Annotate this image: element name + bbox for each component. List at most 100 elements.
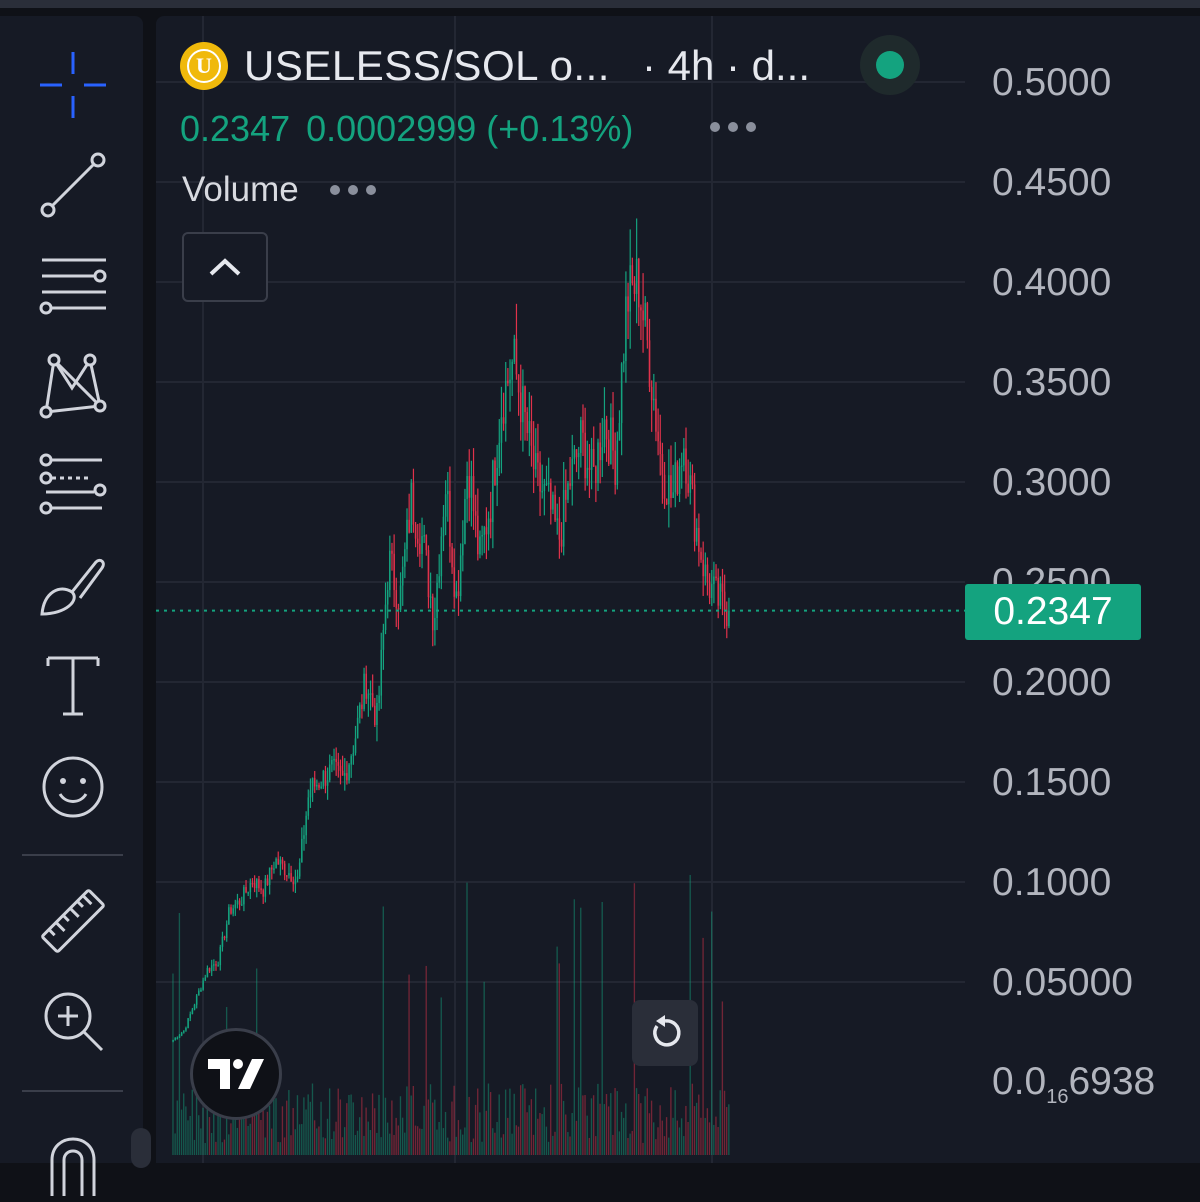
candle-body — [661, 454, 664, 475]
candle-body — [616, 440, 619, 485]
volume-bar — [500, 1137, 503, 1155]
candle-body — [391, 550, 393, 554]
volume-bar — [431, 1102, 434, 1155]
candle-body — [464, 498, 466, 544]
volume-bar — [672, 1117, 674, 1155]
candle-body — [440, 536, 443, 577]
volume-bar — [625, 1103, 627, 1155]
candle-body — [228, 907, 230, 925]
candle-body — [483, 527, 486, 535]
market-status-indicator[interactable] — [860, 35, 920, 95]
candle-body — [474, 511, 477, 516]
volume-bar — [180, 1109, 183, 1155]
candle-body — [522, 386, 524, 423]
emoji-tool[interactable] — [22, 744, 124, 830]
volume-bar — [601, 901, 603, 1155]
volume-bar — [474, 1104, 477, 1155]
candle-body — [438, 576, 440, 583]
volume-more-icon[interactable] — [330, 185, 376, 195]
candle-body — [279, 859, 282, 865]
volume-bar — [206, 1105, 208, 1155]
reset-chart-button[interactable] — [632, 1000, 698, 1066]
candle-body — [240, 904, 243, 906]
candle-body — [318, 784, 320, 788]
candle-body — [545, 483, 548, 485]
candle-body — [687, 483, 689, 493]
legend-more-icon[interactable] — [710, 122, 756, 132]
last-price: 0.2347 — [180, 108, 291, 149]
magnet-tool[interactable] — [22, 1116, 124, 1202]
crosshair-tool[interactable] — [22, 42, 124, 128]
volume-bar — [676, 1120, 678, 1155]
candle-body — [245, 887, 247, 893]
candle-body — [354, 738, 357, 753]
candle-body — [663, 474, 666, 499]
volume-bar — [191, 1089, 193, 1155]
candle-body — [590, 448, 593, 470]
candle-body — [335, 758, 337, 763]
volume-bar — [620, 1111, 623, 1155]
volume-bar — [251, 1110, 254, 1155]
candlestick-chart[interactable] — [0, 0, 1200, 1163]
candle-body — [399, 585, 402, 610]
candle-body — [689, 475, 692, 493]
volume-bar — [361, 1097, 363, 1155]
candle-body — [672, 492, 674, 498]
candle-body — [296, 876, 299, 880]
volume-bar — [560, 1083, 563, 1155]
tradingview-logo[interactable] — [190, 1028, 282, 1120]
zoom-in-tool[interactable] — [22, 978, 124, 1064]
candle-body — [425, 535, 428, 551]
reset-icon — [653, 1015, 681, 1047]
candle-body — [290, 873, 292, 882]
interval-label[interactable]: · 4h · d... — [641, 42, 811, 89]
candle-body — [213, 964, 215, 966]
symbol-name[interactable]: USELESS/SOL o... — [244, 42, 610, 89]
candle-body — [646, 303, 649, 341]
toolbar-scroll-handle[interactable] — [131, 1128, 151, 1168]
volume-bar — [401, 1117, 404, 1155]
symbol-legend[interactable]: U USELESS/SOL o... · 4h · d... — [180, 38, 810, 94]
candle-body — [341, 770, 344, 776]
volume-bar — [193, 1139, 196, 1155]
volume-bar — [440, 997, 442, 1155]
fib-retracement-tool[interactable] — [22, 442, 124, 528]
volume-bar — [228, 1134, 230, 1155]
candle-body — [489, 518, 492, 523]
candle-body — [410, 482, 413, 533]
candle-body — [670, 475, 672, 498]
candle-body — [618, 423, 621, 441]
volume-bar — [301, 1124, 303, 1155]
horizontal-lines-tool[interactable] — [22, 242, 124, 328]
volume-bar — [427, 1099, 430, 1155]
text-tool[interactable] — [22, 642, 124, 728]
volume-bar — [363, 1135, 365, 1155]
volume-bar — [721, 1001, 724, 1155]
volume-bar — [522, 1084, 524, 1155]
candle-body — [472, 476, 475, 512]
candle-body — [421, 536, 423, 554]
candle-body — [569, 483, 571, 486]
brush-tool[interactable] — [22, 542, 124, 628]
volume-bar — [359, 1117, 361, 1155]
volume-bar — [412, 1085, 415, 1155]
volume-bar — [389, 1133, 391, 1155]
candle-body — [543, 483, 546, 491]
volume-indicator-label[interactable]: Volume — [182, 170, 299, 209]
volume-bar — [322, 1137, 324, 1155]
volume-bar — [517, 1126, 520, 1155]
trend-line-tool[interactable] — [22, 142, 124, 228]
pattern-tool[interactable] — [22, 342, 124, 428]
candle-body — [324, 770, 327, 786]
candle-body — [258, 878, 260, 889]
candle-body — [249, 882, 252, 893]
candle-body — [708, 582, 711, 598]
volume-bar — [423, 1105, 425, 1155]
ruler-tool[interactable] — [22, 878, 124, 964]
candle-body — [627, 296, 629, 312]
volume-bar — [618, 1131, 621, 1155]
collapse-legend-button[interactable] — [182, 232, 268, 302]
candle-body — [530, 421, 533, 446]
candle-body — [393, 553, 395, 591]
candle-body — [288, 873, 290, 876]
